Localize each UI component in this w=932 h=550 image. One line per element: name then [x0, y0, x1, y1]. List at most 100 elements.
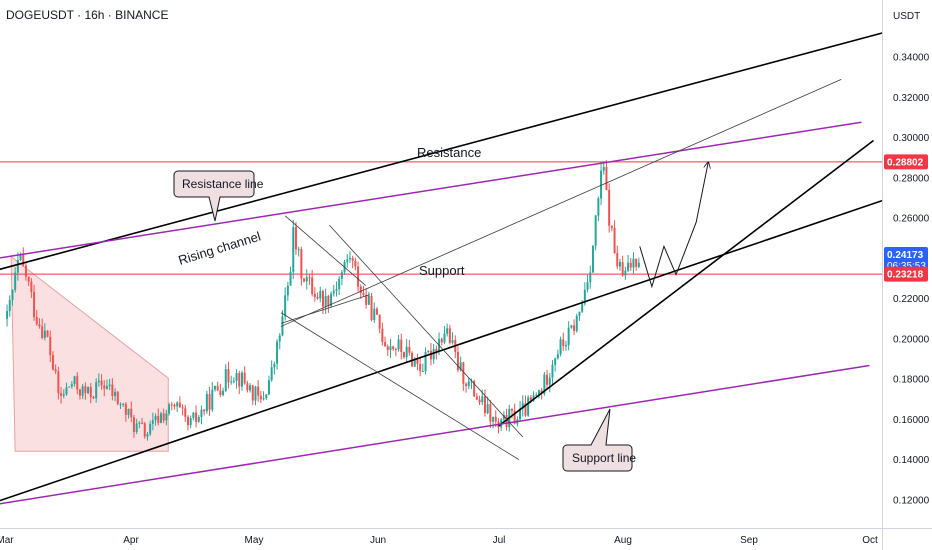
x-tick-label: Oct: [862, 535, 878, 546]
candle-up: [235, 373, 238, 381]
candle-up: [348, 257, 351, 260]
candle-down: [51, 355, 54, 370]
candle-down: [313, 293, 316, 297]
candle-down: [435, 348, 438, 352]
candle-up: [564, 345, 567, 347]
candle-up: [276, 341, 279, 364]
x-tick-label: May: [245, 535, 264, 546]
badge-countdown: 06:35:53: [887, 261, 926, 272]
candle-up: [146, 434, 149, 437]
candle-down: [321, 291, 324, 307]
candle-up: [492, 416, 495, 422]
candle-down: [529, 397, 532, 401]
candle-up: [324, 296, 327, 307]
symbol-title: DOGEUSDT · 16h · BINANCE: [6, 8, 169, 22]
candle-down: [478, 399, 481, 403]
candle-down: [354, 260, 357, 267]
candle-down: [132, 417, 135, 432]
callout-box: [173, 170, 255, 222]
candle-up: [284, 295, 287, 317]
candle-down: [208, 393, 211, 410]
candle-up: [119, 403, 122, 405]
candle-up: [332, 290, 335, 294]
candle-up: [432, 348, 435, 360]
candle-up: [451, 340, 454, 343]
candle-up: [556, 354, 559, 359]
badge-bg: [884, 154, 928, 170]
candle-down: [473, 380, 476, 397]
candle-up: [14, 272, 17, 290]
candle-up: [367, 295, 370, 305]
candle-down: [375, 308, 378, 315]
candle-up: [602, 167, 605, 171]
candle-down: [162, 413, 165, 421]
candle-up: [6, 311, 9, 319]
candle-down: [227, 369, 230, 383]
candle-down: [22, 254, 25, 266]
candle-down: [510, 408, 513, 411]
resistance-label: Resistance: [417, 145, 481, 160]
x-tick-label: Apr: [123, 535, 139, 546]
candle-down: [359, 286, 362, 293]
candle-up: [292, 227, 295, 272]
candle-up: [213, 385, 216, 390]
badge-value: 0.23218: [887, 270, 924, 281]
candle-up: [205, 393, 208, 412]
candle-down: [308, 277, 311, 279]
candle-down: [411, 352, 414, 367]
y-tick-label: 0.18000: [893, 375, 930, 386]
candle-down: [524, 403, 527, 416]
candle-down: [243, 372, 246, 384]
candle-up: [105, 386, 108, 389]
plot-area: [0, 32, 882, 505]
thin-channel-upper: [280, 79, 842, 327]
candle-down: [103, 385, 106, 389]
candle-up: [65, 387, 68, 395]
candle-down: [465, 383, 468, 387]
y-tick-label: 0.20000: [893, 334, 930, 345]
candle-up: [176, 402, 179, 407]
candle-up: [224, 369, 227, 391]
candle-up: [97, 380, 100, 383]
candle-up: [43, 330, 46, 338]
candle-down: [384, 342, 387, 347]
candle-down: [41, 326, 44, 338]
candle-down: [303, 278, 306, 282]
callout-text: Support line: [572, 451, 636, 465]
candle-up: [519, 408, 522, 420]
candle-up: [567, 327, 570, 346]
callout-text: Resistance line: [182, 177, 264, 191]
candle-up: [95, 382, 98, 399]
candle-up: [335, 289, 338, 291]
candle-up: [114, 391, 117, 397]
candle-down: [157, 415, 160, 423]
candle-down: [141, 422, 144, 424]
candle-down: [24, 265, 27, 277]
x-tick-label: Jul: [493, 535, 506, 546]
candle-up: [583, 289, 586, 304]
candle-down: [351, 257, 354, 261]
candle-down: [170, 404, 173, 406]
candle-down: [111, 384, 114, 397]
candle-down: [181, 407, 184, 409]
candle-up: [548, 377, 551, 385]
candle-down: [462, 362, 465, 384]
candle-down: [616, 253, 619, 267]
candle-down: [440, 338, 443, 343]
candle-up: [305, 277, 308, 282]
candle-up: [70, 384, 73, 387]
candle-up: [559, 339, 562, 355]
falling-wedge-lower: [280, 294, 370, 324]
candle-down: [608, 190, 611, 226]
candle-up: [405, 346, 408, 358]
candle-up: [578, 311, 581, 316]
candle-up: [346, 259, 349, 262]
candle-down: [475, 396, 478, 400]
candle-down: [540, 390, 543, 394]
steep-support-trendline: [498, 139, 874, 427]
candle-down: [300, 249, 303, 279]
candle-up: [192, 412, 195, 419]
candle-up: [535, 394, 538, 396]
